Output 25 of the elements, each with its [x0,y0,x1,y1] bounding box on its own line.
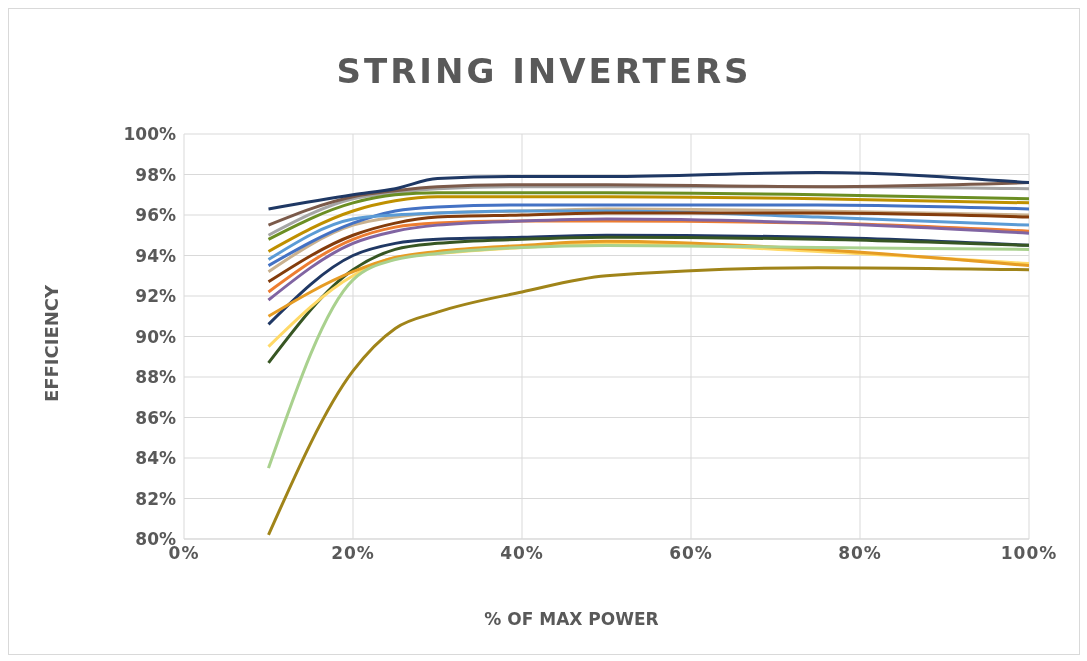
y-tick-label: 100% [123,124,176,145]
line-series [267,211,1029,284]
x-tick-label: 20% [331,543,375,564]
line-series [267,191,1029,241]
y-tick-label: 96% [135,205,176,226]
line-series [267,195,1029,253]
y-tick-label: 88% [135,367,176,388]
y-tick-label: 84% [135,448,176,469]
line-series [267,266,1029,537]
y-tick-label: 94% [135,245,176,266]
chart-title: STRING INVERTERS [335,51,753,91]
line-series [267,170,1029,211]
y-tick-label: 82% [135,488,176,509]
line-series [267,235,1029,365]
x-tick-label: 100% [1000,543,1058,564]
y-tick-label: 98% [135,164,176,185]
x-tick-label: 40% [500,543,544,564]
y-tick-label: 86% [135,407,176,428]
y-tick-label: 92% [135,286,176,307]
y-axis-title: EFFICIENCY [41,284,63,402]
x-tick-label: 80% [838,543,882,564]
x-axis-title: % OF MAX POWER [483,609,660,629]
line-series [267,243,1029,470]
y-tick-label: 90% [135,326,176,347]
x-tick-label: 60% [669,543,713,564]
